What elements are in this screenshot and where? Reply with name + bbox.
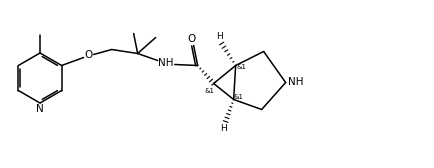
Text: N: N xyxy=(36,104,44,114)
Text: &1: &1 xyxy=(236,65,246,71)
Text: NH: NH xyxy=(158,58,173,69)
Text: &1: &1 xyxy=(204,89,214,94)
Text: O: O xyxy=(187,33,195,44)
Text: NH: NH xyxy=(287,77,302,88)
Text: &1: &1 xyxy=(233,94,243,100)
Text: O: O xyxy=(84,51,92,60)
Text: H: H xyxy=(216,32,223,41)
Text: H: H xyxy=(220,124,227,133)
